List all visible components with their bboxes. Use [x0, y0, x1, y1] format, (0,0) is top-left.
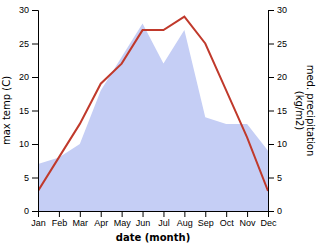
tick: 0: [268, 206, 282, 216]
tick-label: 15: [19, 106, 29, 116]
tick-mark: [268, 111, 274, 112]
tick-label: 20: [19, 72, 29, 82]
tick: Jan: [31, 211, 46, 228]
tick: 10: [19, 139, 38, 149]
tick-mark: [268, 10, 274, 11]
tick: Sep: [198, 211, 214, 228]
tick: 5: [268, 173, 282, 183]
tick: 30: [19, 5, 38, 15]
tick-label: Apr: [94, 218, 108, 228]
y2-axis-title: med. precipitation(kg/m2): [294, 65, 316, 157]
tick-label: 20: [277, 72, 287, 82]
x-axis-title: date (month): [116, 232, 190, 243]
tick-label: Jan: [31, 218, 46, 228]
tick-mark: [268, 44, 274, 45]
y-axis-title: max temp (C): [1, 76, 12, 145]
tick: Jul: [158, 211, 170, 228]
tick-label: Mar: [73, 218, 89, 228]
tick: 25: [19, 39, 38, 49]
tick-label: 30: [277, 5, 287, 15]
temperature-line: [38, 17, 268, 191]
tick: 30: [268, 5, 287, 15]
tick-mark: [205, 211, 206, 217]
tick-mark: [32, 211, 38, 212]
tick: Apr: [94, 211, 108, 228]
tick-label: Jun: [136, 218, 151, 228]
tick-mark: [268, 178, 274, 179]
tick-label: Nov: [240, 218, 257, 228]
tick: 20: [268, 72, 287, 82]
tick-mark: [59, 211, 60, 217]
tick-label: 25: [277, 39, 287, 49]
tick-label: 15: [277, 106, 287, 116]
tick-label: Aug: [177, 218, 193, 228]
tick-mark: [32, 10, 38, 11]
tick-label: Dec: [260, 218, 277, 228]
axis-line: [32, 11, 39, 212]
tick-mark: [247, 211, 248, 217]
precipitation-area: [38, 23, 268, 211]
tick: Oct: [220, 211, 235, 228]
axis-line: [39, 212, 269, 218]
tick-mark: [184, 211, 185, 217]
tick-mark: [32, 44, 38, 45]
tick-mark: [163, 211, 164, 217]
tick: 20: [19, 72, 38, 82]
tick: 5: [24, 173, 38, 183]
tick-label: 10: [277, 139, 287, 149]
tick-label: 30: [19, 5, 29, 15]
tick: 15: [19, 106, 38, 116]
tick: Feb: [52, 211, 68, 228]
tick-mark: [101, 211, 102, 217]
tick: May: [114, 211, 132, 228]
tick: 0: [24, 206, 38, 216]
chart: JanFebMarAprMayJunJulAugSepOctNovDec0510…: [0, 0, 318, 247]
tick: Jun: [136, 211, 151, 228]
tick-mark: [143, 211, 144, 217]
tick: 15: [268, 106, 287, 116]
tick-label: May: [114, 218, 132, 228]
tick-label: 5: [277, 173, 282, 183]
tick-label: 5: [24, 173, 29, 183]
tick-label: Sep: [198, 218, 214, 228]
plot-area: [38, 17, 268, 211]
tick-mark: [122, 211, 123, 217]
tick-mark: [268, 211, 274, 212]
tick: Nov: [240, 211, 257, 228]
tick-label: 25: [19, 39, 29, 49]
tick: Dec: [260, 211, 277, 228]
tick: Mar: [73, 211, 89, 228]
tick-label: 10: [19, 139, 29, 149]
tick-mark: [32, 178, 38, 179]
tick-label: Feb: [52, 218, 68, 228]
y2-axis: 0 5 10 15 20 25 30: [268, 5, 287, 216]
tick: Aug: [177, 211, 193, 228]
tick-label: Oct: [220, 218, 235, 228]
tick-label: Jul: [158, 218, 170, 228]
tick-mark: [268, 77, 274, 78]
y2-axis-title-line: (kg/m2): [294, 91, 305, 131]
y-axis: 0 5 10 15 20 25 30: [19, 5, 39, 216]
tick-label: 0: [277, 206, 282, 216]
tick-mark: [80, 211, 81, 217]
tick: 10: [268, 139, 287, 149]
axis-line: [269, 11, 275, 212]
tick-mark: [32, 144, 38, 145]
tick-label: 0: [24, 206, 29, 216]
x-axis: Jan Feb Mar Apr May Jun Jul Aug Sep Oct NovDec: [31, 211, 277, 228]
tick: 25: [268, 39, 287, 49]
tick-mark: [226, 211, 227, 217]
tick-mark: [268, 144, 274, 145]
tick-mark: [32, 77, 38, 78]
tick-mark: [32, 111, 38, 112]
y2-axis-title-line: med. precipitation: [305, 65, 316, 157]
